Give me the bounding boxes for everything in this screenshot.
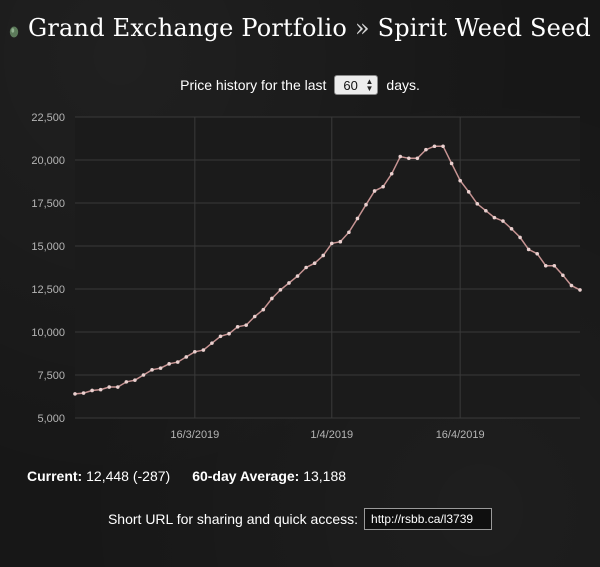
- price-point[interactable]: [141, 373, 146, 377]
- price-point[interactable]: [535, 251, 540, 256]
- price-point[interactable]: [561, 273, 565, 278]
- price-point[interactable]: [210, 341, 214, 345]
- price-point[interactable]: [355, 216, 360, 221]
- price-point[interactable]: [338, 239, 343, 244]
- price-point[interactable]: [158, 366, 163, 370]
- price-point[interactable]: [372, 189, 377, 193]
- period-label-before: Price history for the last: [180, 77, 327, 93]
- price-chart: 5,000 7,500 10,000 12,500 15,000 17,500 20,000…: [0, 104, 600, 457]
- price-point[interactable]: [81, 391, 86, 395]
- current-label: Current:: [27, 468, 83, 484]
- price-point[interactable]: [201, 348, 206, 352]
- y-tick-label: 22,500: [31, 112, 65, 124]
- short-url-label: Short URL for sharing and quick access:: [107, 511, 359, 527]
- price-point[interactable]: [441, 144, 445, 149]
- average-price: 60-day Average: 13,188: [192, 468, 346, 484]
- price-point[interactable]: [509, 227, 514, 231]
- price-point[interactable]: [218, 334, 223, 339]
- price-point[interactable]: [244, 323, 248, 327]
- y-tick-label: 5,000: [37, 413, 65, 425]
- period-selector-row: Price history for the last 60 ▲ ▼ days.: [0, 72, 600, 98]
- y-tick-label: 7,500: [37, 370, 65, 382]
- price-point[interactable]: [167, 362, 171, 366]
- days-select-value: 60: [343, 77, 358, 93]
- short-url-row: Short URL for sharing and quick access:: [0, 508, 600, 530]
- price-point[interactable]: [287, 281, 291, 285]
- price-point[interactable]: [124, 380, 129, 384]
- price-point[interactable]: [107, 385, 112, 389]
- price-point[interactable]: [278, 288, 283, 292]
- days-select[interactable]: 60 ▲ ▼: [334, 75, 379, 95]
- select-arrows-icon: ▲ ▼: [365, 77, 374, 93]
- price-point[interactable]: [312, 261, 317, 265]
- y-tick-label: 15,000: [31, 241, 65, 253]
- price-point[interactable]: [90, 388, 94, 393]
- item-name: Spirit Weed Seed: [377, 14, 592, 42]
- breadcrumb-separator: »: [354, 14, 370, 42]
- price-point[interactable]: [415, 156, 420, 161]
- price-point[interactable]: [193, 349, 197, 354]
- price-point[interactable]: [381, 184, 385, 189]
- price-point[interactable]: [115, 385, 120, 389]
- price-point[interactable]: [458, 178, 462, 183]
- current-value: 12,448 (-287): [86, 468, 171, 484]
- current-price: Current: 12,448 (-287): [27, 468, 170, 484]
- y-tick-label: 12,500: [31, 284, 65, 296]
- price-point[interactable]: [578, 288, 582, 292]
- breadcrumb-root[interactable]: Grand Exchange Portfolio: [28, 14, 347, 42]
- price-point[interactable]: [424, 147, 428, 152]
- price-point[interactable]: [252, 314, 257, 319]
- price-point[interactable]: [150, 368, 154, 372]
- price-point[interactable]: [466, 190, 471, 194]
- price-point[interactable]: [73, 392, 77, 396]
- short-url-input[interactable]: [364, 508, 493, 530]
- page-title: Grand Exchange Portfolio » Spirit Weed S…: [28, 14, 591, 42]
- seed-icon: [8, 23, 20, 39]
- price-point[interactable]: [543, 263, 548, 268]
- price-point[interactable]: [569, 283, 574, 288]
- price-point[interactable]: [295, 274, 300, 278]
- price-point[interactable]: [175, 360, 180, 364]
- price-point[interactable]: [552, 263, 557, 268]
- price-point[interactable]: [304, 265, 308, 270]
- y-tick-label: 17,500: [31, 198, 65, 210]
- y-tick-label: 20,000: [31, 155, 65, 167]
- price-point[interactable]: [449, 161, 454, 166]
- price-point[interactable]: [526, 247, 531, 252]
- plot-area: [75, 117, 580, 418]
- price-point[interactable]: [227, 331, 231, 336]
- price-point[interactable]: [98, 387, 103, 392]
- y-tick-label: 10,000: [31, 327, 65, 339]
- price-point[interactable]: [364, 202, 368, 207]
- price-point[interactable]: [484, 208, 488, 213]
- average-value: 13,188: [303, 468, 347, 484]
- price-point[interactable]: [432, 144, 437, 149]
- price-point[interactable]: [398, 154, 403, 159]
- x-tick-label: 16/3/2019: [170, 429, 219, 441]
- price-point[interactable]: [184, 355, 189, 359]
- price-point[interactable]: [518, 235, 522, 240]
- price-point[interactable]: [133, 378, 137, 382]
- price-point[interactable]: [492, 215, 497, 220]
- average-label: 60-day Average:: [192, 468, 300, 484]
- price-chart-svg: 5,000 7,500 10,000 12,500 15,000 17,500 20,000…: [31, 112, 582, 441]
- x-tick-label: 1/4/2019: [310, 429, 353, 441]
- price-point[interactable]: [347, 230, 351, 235]
- price-point[interactable]: [261, 307, 266, 312]
- price-stats: Current: 12,448 (-287) 60-day Average: 1…: [27, 468, 346, 484]
- page-header: Grand Exchange Portfolio » Spirit Weed S…: [8, 10, 591, 46]
- price-point[interactable]: [329, 241, 334, 246]
- price-point[interactable]: [389, 171, 394, 176]
- price-point[interactable]: [501, 219, 505, 223]
- price-point[interactable]: [407, 156, 411, 161]
- price-point[interactable]: [235, 325, 240, 329]
- price-point[interactable]: [270, 296, 274, 301]
- x-tick-label: 16/4/2019: [436, 429, 485, 441]
- price-point[interactable]: [321, 253, 326, 258]
- period-label-after: days.: [386, 77, 420, 93]
- price-point[interactable]: [475, 202, 480, 206]
